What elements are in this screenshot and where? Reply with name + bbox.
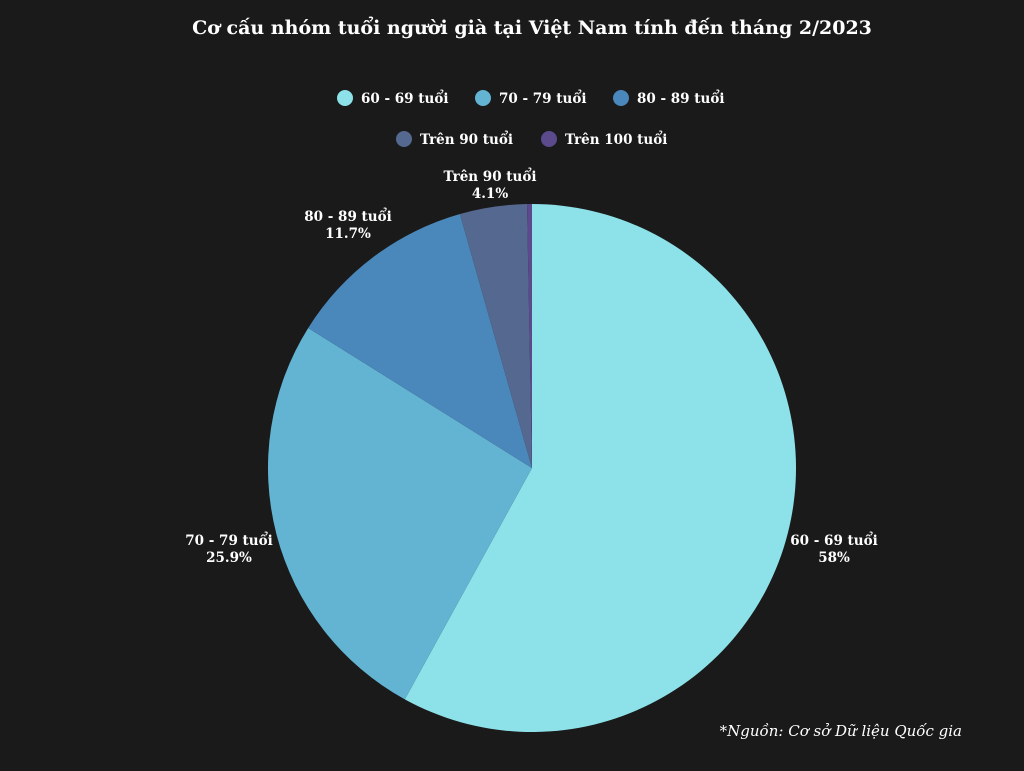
slice-category-label: 70 - 79 tuổi	[185, 533, 272, 549]
slice-value-label: 58%	[818, 550, 850, 566]
source-note: *Nguồn: Cơ sở Dữ liệu Quốc gia	[720, 722, 962, 740]
slice-value-label: 25.9%	[206, 550, 252, 566]
legend-label: Trên 100 tuổi	[565, 132, 667, 148]
pie-slice-tren-100[interactable]	[527, 204, 532, 468]
legend-swatch	[613, 90, 629, 106]
slice-value-label: 11.7%	[325, 226, 371, 242]
slice-label-tren-90: Trên 90 tuổi 4.1%	[444, 169, 537, 202]
legend-item-tren-100[interactable]: Trên 100 tuổi	[541, 131, 667, 148]
legend-swatch	[337, 90, 353, 106]
legend-swatch	[541, 131, 557, 147]
slice-label-70-79: 70 - 79 tuổi 25.9%	[185, 533, 272, 566]
legend-swatch	[396, 131, 412, 147]
legend-item-60-69[interactable]: 60 - 69 tuổi	[337, 90, 448, 107]
legend-item-80-89[interactable]: 80 - 89 tuổi	[613, 90, 724, 107]
slice-category-label: 80 - 89 tuổi	[304, 209, 391, 225]
legend-label: Trên 90 tuổi	[420, 132, 513, 148]
legend: 60 - 69 tuổi 70 - 79 tuổi 80 - 89 tuổi T…	[337, 90, 724, 148]
pie-slice-80-89[interactable]	[308, 214, 532, 468]
legend-label: 70 - 79 tuổi	[499, 91, 586, 107]
legend-item-70-79[interactable]: 70 - 79 tuổi	[475, 90, 586, 107]
slice-category-label: Trên 90 tuổi	[444, 169, 537, 185]
chart-title: Cơ cấu nhóm tuổi người già tại Việt Nam …	[192, 15, 872, 39]
slice-label-60-69: 60 - 69 tuổi 58%	[790, 533, 877, 566]
slice-value-label: 4.1%	[472, 186, 508, 202]
pie-slice-70-79[interactable]	[267, 327, 532, 700]
pie-slice-tren-90[interactable]	[459, 204, 532, 468]
pie-slice-60-69[interactable]	[404, 204, 796, 732]
legend-label: 60 - 69 tuổi	[361, 91, 448, 107]
slice-labels: 60 - 69 tuổi 58% 70 - 79 tuổi 25.9% 80 -…	[185, 169, 877, 566]
slice-label-80-89: 80 - 89 tuổi 11.7%	[304, 209, 391, 242]
legend-swatch	[475, 90, 491, 106]
legend-label: 80 - 89 tuổi	[637, 91, 724, 107]
slice-category-label: 60 - 69 tuổi	[790, 533, 877, 549]
pie-slices	[267, 204, 796, 732]
legend-item-tren-90[interactable]: Trên 90 tuổi	[396, 131, 513, 148]
